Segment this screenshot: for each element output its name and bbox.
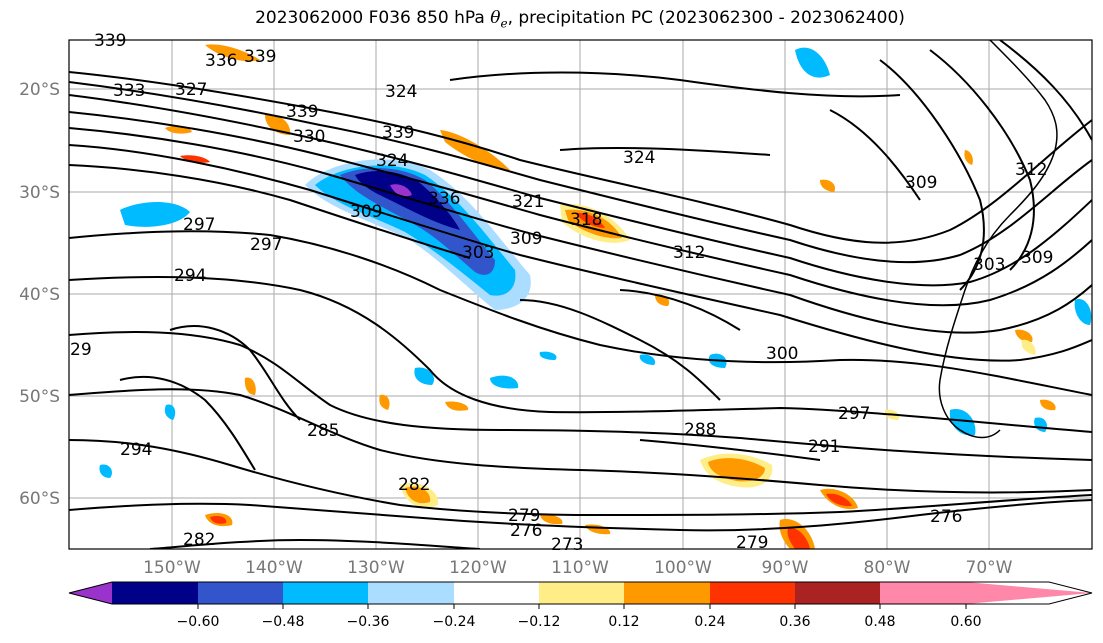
- colorbar-swatch: [539, 582, 624, 604]
- lat-label: 50°S: [19, 387, 60, 407]
- map-title: 2023062000 F036 850 hPa θe, precipitatio…: [255, 8, 905, 31]
- map-frame: [68, 39, 1093, 550]
- colorbar-swatch: [112, 582, 198, 604]
- gridlines: [69, 40, 1092, 549]
- lat-label: 30°S: [19, 183, 60, 203]
- colorbar-swatch: [198, 582, 283, 604]
- contour-labels: 339 336 339 333 327 339 330 324 339 324 …: [70, 31, 1053, 555]
- colorbar-swatch: [795, 582, 880, 604]
- colorbar-tick-label: 0.48: [864, 614, 895, 630]
- lat-label: 40°S: [19, 285, 60, 305]
- contour-label: 282: [398, 475, 430, 495]
- colorbar-tick-label: −0.24: [433, 614, 476, 630]
- colorbar-swatch: [283, 582, 368, 604]
- colorbar-tick-label: −0.48: [262, 614, 305, 630]
- colorbar-tick-label: 0.12: [608, 614, 639, 630]
- colorbar-extend-max: [966, 582, 1092, 604]
- lat-label: 60°S: [19, 489, 60, 509]
- contour-label: 29: [70, 340, 92, 360]
- contour-label: 279: [508, 506, 540, 526]
- contour-label: 309: [510, 229, 542, 249]
- lon-label: 110°W: [551, 558, 609, 578]
- contour-label: 288: [684, 420, 716, 440]
- longitude-axis: 150°W 140°W 130°W 120°W 110°W 100°W 90°W…: [143, 558, 1013, 578]
- contour-label: 282: [183, 530, 215, 550]
- precipitation-shading: [99, 44, 1092, 549]
- contour-label: 333: [113, 81, 145, 101]
- contour-label: 339: [382, 123, 414, 143]
- contour-label: 324: [385, 82, 417, 102]
- contour-label: 297: [250, 235, 282, 255]
- colorbar-outline: [68, 581, 1093, 605]
- colorbar-swatch: [454, 582, 539, 604]
- contour-label: 309: [905, 173, 937, 193]
- contour-label: 291: [808, 437, 840, 457]
- contour-label: 339: [244, 47, 276, 67]
- lon-label: 80°W: [864, 558, 911, 578]
- contour-label: 318: [570, 210, 602, 230]
- contour-label: 285: [307, 421, 339, 441]
- contour-label: 300: [766, 344, 798, 364]
- lon-label: 130°W: [347, 558, 405, 578]
- contour-label: 297: [183, 215, 215, 235]
- colorbar-swatch: [368, 582, 454, 604]
- colorbar-tick-label: −0.60: [177, 614, 220, 630]
- contour-label: 321: [512, 192, 544, 212]
- colorbar-tick-label: 0.24: [694, 614, 725, 630]
- contour-label: 276: [510, 521, 542, 541]
- contour-label: 312: [1015, 160, 1047, 180]
- contour-label: 309: [1021, 248, 1053, 268]
- colorbar-tick-label: 0.60: [950, 614, 981, 630]
- coastline: [938, 40, 1058, 439]
- lon-label: 120°W: [449, 558, 507, 578]
- latitude-axis: 20°S 30°S 40°S 50°S 60°S: [19, 80, 60, 509]
- contour-label: 273: [551, 535, 583, 555]
- contour-label: 303: [973, 255, 1005, 275]
- colorbar-tick-label: 0.36: [779, 614, 810, 630]
- colorbar-extend-min: [69, 582, 112, 604]
- theta-e-contours: [69, 40, 1092, 549]
- contour-label: 339: [286, 102, 318, 122]
- lon-label: 70°W: [966, 558, 1013, 578]
- contour-label: 330: [293, 127, 325, 147]
- contour-label: 279: [736, 533, 768, 553]
- lon-label: 140°W: [245, 558, 303, 578]
- contour-label: 336: [205, 51, 237, 71]
- contour-label: 339: [94, 31, 126, 51]
- lon-label: 150°W: [143, 558, 201, 578]
- colorbar-tick-label: −0.12: [518, 614, 561, 630]
- colorbar-swatch: [710, 582, 795, 604]
- contour-label: 312: [673, 243, 705, 263]
- contour-label: 309: [350, 202, 382, 222]
- contour-label: 327: [175, 80, 207, 100]
- lat-label: 20°S: [19, 80, 60, 100]
- contour-label: 297: [838, 404, 870, 424]
- colorbar-swatch: [624, 582, 710, 604]
- colorbar: −0.60 −0.48 −0.36 −0.24 −0.12 0.12 0.24 …: [68, 581, 1093, 630]
- contour-label: 324: [376, 151, 408, 171]
- contour-label: 303: [462, 243, 494, 263]
- colorbar-tick-label: −0.36: [347, 614, 390, 630]
- lon-label: 100°W: [654, 558, 712, 578]
- contour-label: 336: [428, 189, 460, 209]
- contour-label: 294: [174, 266, 206, 286]
- contour-label: 294: [120, 440, 152, 460]
- lon-label: 90°W: [762, 558, 809, 578]
- contour-label: 324: [623, 148, 655, 168]
- contour-label: 276: [930, 507, 962, 527]
- colorbar-swatch: [880, 582, 966, 604]
